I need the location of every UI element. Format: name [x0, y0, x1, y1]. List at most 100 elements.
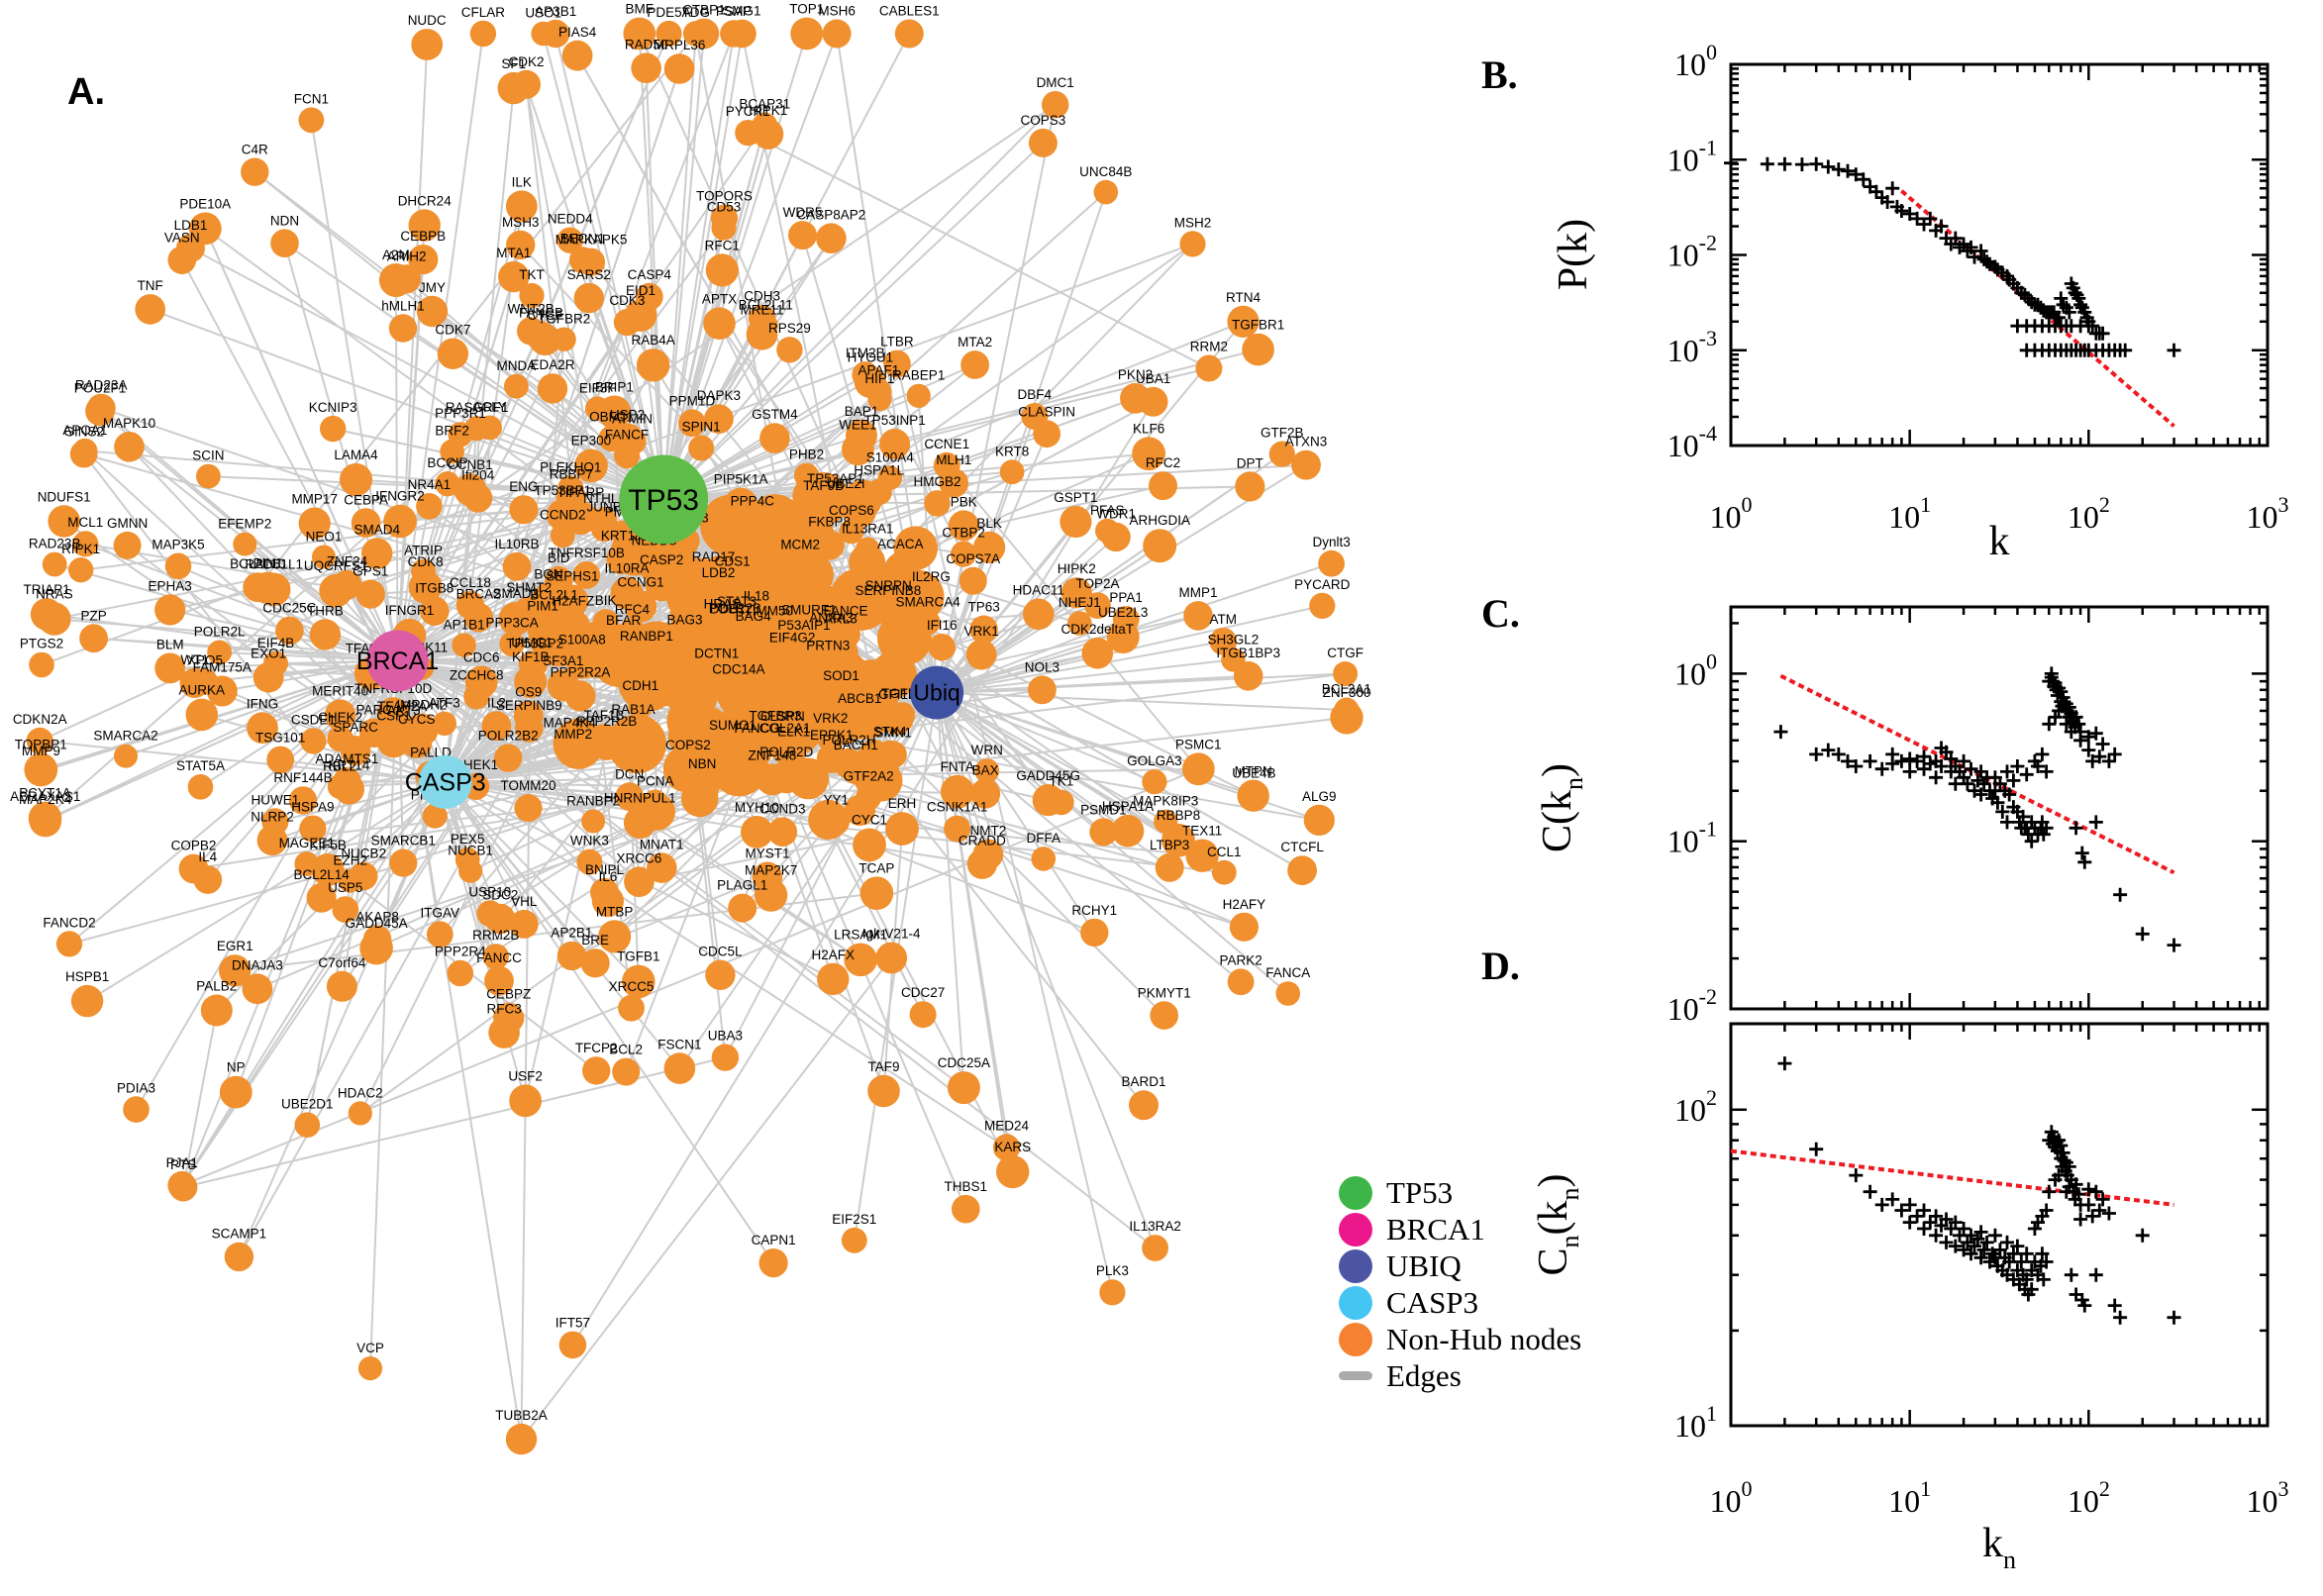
gene-label: FAM175A: [193, 660, 252, 675]
non-hub-node: [663, 53, 695, 84]
gene-label: CASP4: [628, 267, 672, 282]
edge-swatch-icon: [1339, 1371, 1372, 1380]
gene-label: IFI16: [927, 618, 958, 633]
gene-label: IFT57: [556, 1316, 590, 1331]
non-hub-node: [1095, 518, 1120, 544]
gene-label: ELK1: [777, 724, 810, 739]
gene-label: ACLY: [472, 400, 506, 415]
non-hub-node: [874, 599, 902, 626]
non-hub-node: [556, 941, 587, 971]
non-hub-node: [776, 337, 803, 363]
gene-label: UBA1: [1136, 371, 1170, 386]
gene-label: AKT3: [387, 703, 421, 718]
non-hub-node: [840, 752, 871, 785]
non-hub-node: [339, 462, 373, 497]
gene-label: S100A4: [866, 449, 915, 464]
gene-label: DMC1: [1037, 75, 1074, 90]
non-hub-node: [767, 817, 798, 847]
non-hub-node: [498, 260, 530, 293]
non-hub-node: [55, 931, 83, 957]
tick-label: 100: [1674, 648, 1717, 691]
non-hub-node: [817, 726, 844, 753]
non-hub-node: [667, 718, 707, 756]
non-hub-node: [948, 510, 979, 542]
non-hub-node: [718, 734, 748, 762]
gene-label: RASGRF1: [446, 400, 509, 415]
gene-label: FANCD2: [43, 915, 95, 930]
gene-label: hMLH1: [381, 298, 425, 313]
gene-label: IL13RA1: [842, 522, 894, 537]
gene-label: CASP2: [640, 552, 683, 567]
gene-label: EFEMP2: [218, 517, 271, 532]
gene-label: OS9: [515, 685, 542, 700]
non-hub-node: [822, 808, 850, 836]
gene-label: EZH2: [333, 853, 367, 868]
non-hub-node: [266, 746, 295, 774]
non-hub-node: [716, 569, 750, 603]
non-hub-node: [411, 558, 436, 584]
non-hub-node: [623, 17, 656, 50]
non-hub-node: [1291, 449, 1321, 480]
non-hub-node: [1023, 598, 1055, 631]
non-hub-node: [623, 806, 656, 840]
gene-label: ABRAXAS1: [10, 789, 80, 804]
gene-label: BMF: [626, 2, 655, 17]
gene-label: CDK7: [435, 323, 470, 338]
gene-label: WEE1: [839, 417, 876, 432]
non-hub-node: [420, 596, 450, 626]
gene-label: TGFBR2: [538, 312, 590, 327]
gene-label: POLR2B: [709, 601, 761, 616]
non-hub-node: [867, 1074, 900, 1108]
gene-label: PPP3CA: [485, 616, 538, 631]
non-hub-node: [969, 615, 998, 644]
non-hub-node: [759, 423, 790, 453]
gene-label: TAF9: [867, 1059, 899, 1074]
gene-label: WNK3: [570, 834, 609, 848]
non-hub-node: [349, 861, 378, 891]
non-hub-node: [298, 107, 325, 134]
gene-label: BCL2L14: [293, 867, 350, 882]
gene-label: CDC6: [463, 650, 500, 665]
gene-label: NEO1: [306, 530, 343, 545]
gene-label: NDUFS1: [38, 489, 91, 504]
gene-label: UBA3: [708, 1028, 743, 1043]
non-hub-node: [756, 763, 788, 796]
gene-label: TGFBR3: [749, 708, 801, 723]
gene-label: IL4: [198, 849, 217, 864]
non-hub-node: [859, 876, 894, 910]
non-hub-node: [42, 551, 67, 577]
non-hub-node: [622, 964, 656, 999]
gene-label: VRK2: [813, 711, 848, 726]
non-hub-node: [869, 667, 904, 702]
network-hub-nodes: TP53 BRCA1 CASP3 Ubiq: [356, 454, 964, 809]
non-hub-node: [647, 852, 677, 883]
non-hub-node: [48, 505, 80, 538]
tick-label: 10-1: [1667, 135, 1717, 177]
non-hub-node: [256, 825, 288, 856]
gene-label: NLRP2: [251, 809, 294, 824]
gene-label: RFC1: [705, 238, 740, 252]
y-axis-label-b: P(k): [1551, 219, 1596, 290]
fit-line: [1730, 1148, 2174, 1207]
non-hub-node: [1099, 1279, 1126, 1306]
gene-label: CDK3: [609, 293, 645, 308]
non-hub-node: [894, 19, 924, 49]
non-hub-node: [615, 782, 644, 811]
non-hub-node: [79, 624, 108, 653]
tick-label: 100: [1710, 1476, 1753, 1519]
gene-label: UBE4B: [1232, 765, 1275, 780]
gene-label: ZNF360: [1323, 685, 1371, 700]
non-hub-node: [1089, 818, 1118, 847]
non-hub-node: [187, 774, 214, 800]
non-hub-node: [458, 858, 483, 883]
gene-label: MERIT40: [312, 683, 368, 698]
legend: TP53 BRCA1 UBIQ CASP3 Non-Hub nodes Edges: [1339, 1174, 1581, 1394]
non-hub-node: [924, 490, 951, 517]
non-hub-node: [167, 246, 197, 274]
non-hub-node: [817, 962, 850, 996]
non-hub-node: [831, 619, 860, 649]
gene-label: DPT: [1237, 455, 1263, 470]
gene-label: PPP4C: [731, 494, 775, 509]
gene-label: GTF2A2: [844, 769, 894, 784]
gene-label: PPP2R2A: [551, 665, 611, 680]
